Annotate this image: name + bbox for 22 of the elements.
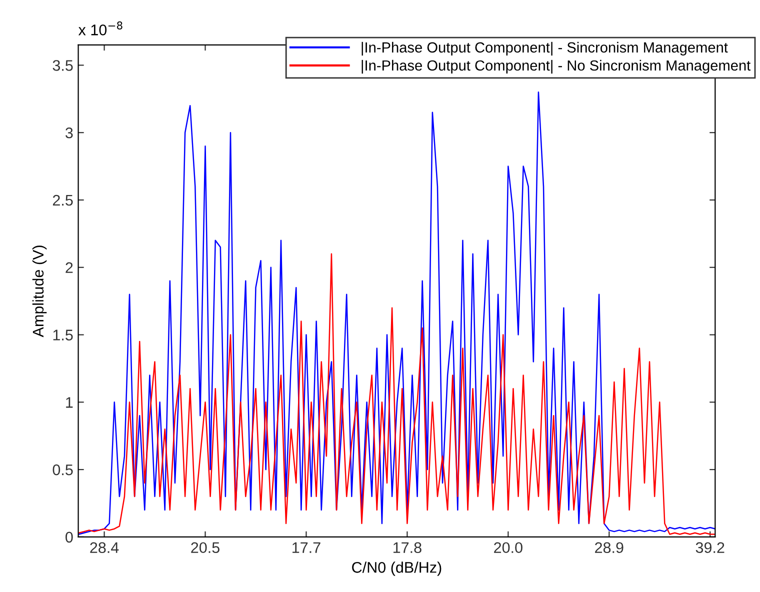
line-series (78, 253, 716, 535)
y-axis-title: Amplitude (V) (32, 246, 47, 338)
x-tick-label: 17.7 (292, 542, 320, 553)
x-tick-label: 39.2 (696, 542, 724, 554)
line-series (78, 92, 716, 535)
legend-label: |In-Phase Output Component| - Sincronism Management (362, 42, 728, 56)
y-tick-label: 2 (66, 262, 73, 273)
text: x 10$^{−8}$ (78, 21, 122, 36)
y-tick-label: 3.5 (52, 60, 73, 71)
y-tick-label: 2.5 (52, 194, 73, 206)
x-tick-label: 17.8 (393, 542, 422, 554)
x-tick-label: 28.9 (595, 542, 624, 554)
x-axis-title: C/N0 (dB/Hz) (352, 562, 442, 576)
x-tick-label: 20.5 (191, 542, 220, 554)
x-tick-label: 28.4 (90, 542, 119, 554)
y-tick-label: 3 (66, 127, 73, 138)
legend-label: |In-Phase Output Component| - No Sincronism Management (362, 60, 751, 74)
y-tick-label: 1.5 (53, 330, 73, 340)
y-tick-label: 1 (66, 397, 73, 408)
y-tick-label: 0 (66, 532, 73, 543)
x-tick-label: 20.0 (494, 542, 522, 554)
y-tick-label: 0.5 (52, 464, 73, 476)
